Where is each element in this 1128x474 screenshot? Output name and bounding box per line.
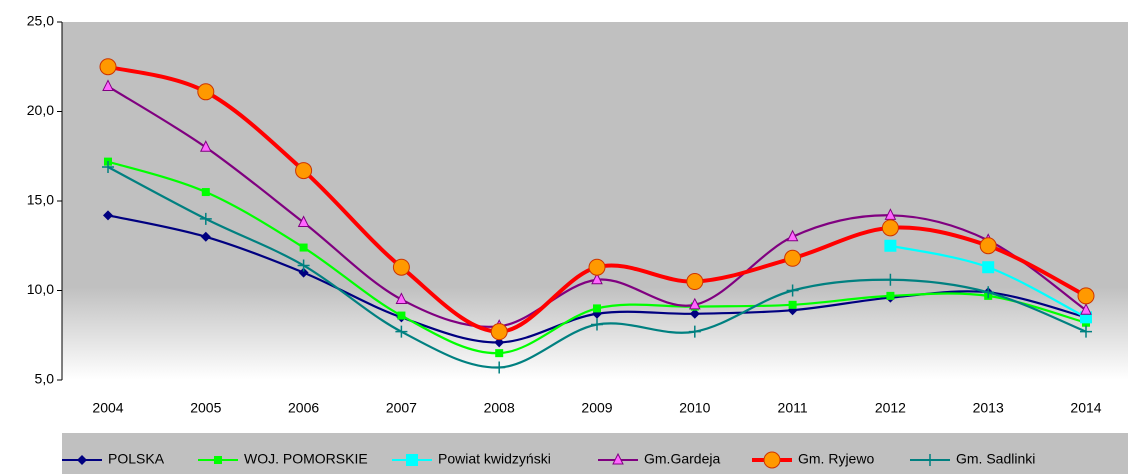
marker (495, 349, 504, 358)
x-tick-label: 2005 (190, 400, 221, 416)
x-tick-label: 2014 (1070, 400, 1101, 416)
marker (299, 243, 308, 252)
y-tick-label: 15,0 (27, 192, 54, 208)
legend-box (62, 433, 1128, 474)
marker (214, 456, 222, 464)
marker (297, 215, 310, 227)
marker (99, 58, 117, 76)
marker (490, 323, 508, 341)
marker (297, 259, 310, 272)
marker (689, 308, 700, 319)
marker (786, 229, 799, 242)
marker (295, 162, 313, 180)
x-tick-label: 2007 (386, 400, 417, 416)
marker (77, 455, 87, 465)
marker (688, 297, 701, 310)
marker (588, 258, 606, 276)
legend-label: Gm. Ryjewo (798, 451, 874, 467)
x-tick-label: 2013 (973, 400, 1004, 416)
marker (612, 452, 624, 465)
marker (788, 300, 797, 309)
legend-label: Powiat kwidzyński (438, 451, 551, 467)
y-tick-label: 20,0 (27, 102, 54, 118)
marker (102, 79, 114, 91)
marker (591, 318, 603, 331)
marker (494, 337, 505, 348)
marker (593, 304, 601, 313)
marker (784, 249, 802, 267)
marker (1080, 303, 1092, 315)
x-tick-label: 2004 (92, 400, 123, 416)
y-tick-label: 25,0 (27, 13, 54, 29)
marker (199, 212, 212, 225)
y-tick-label: 5,0 (35, 371, 55, 387)
marker (924, 454, 936, 466)
marker (200, 231, 211, 242)
plot-area (62, 22, 1128, 380)
x-tick-label: 2011 (778, 400, 808, 416)
marker (688, 325, 701, 338)
marker (982, 286, 995, 299)
x-tick-label: 2008 (484, 400, 515, 416)
legend-label: WOJ. POMORSKIE (244, 451, 368, 467)
marker (392, 258, 410, 276)
marker (406, 454, 418, 466)
marker (884, 239, 897, 252)
marker (493, 361, 506, 374)
marker (881, 219, 899, 237)
marker (103, 210, 113, 221)
marker (298, 267, 309, 278)
marker (1080, 325, 1092, 338)
legend-label: POLSKA (108, 451, 165, 467)
marker (979, 237, 997, 255)
marker (786, 284, 799, 297)
x-tick-label: 2006 (288, 400, 319, 416)
marker (199, 140, 212, 152)
marker (1077, 287, 1095, 305)
x-tick-label: 2012 (875, 400, 906, 416)
legend-label: Gm.Gardeja (644, 451, 720, 467)
marker (395, 325, 408, 338)
marker (201, 188, 210, 197)
series-line (107, 64, 1087, 334)
marker (982, 261, 995, 274)
marker (886, 291, 895, 300)
marker (884, 273, 897, 286)
marker (197, 83, 215, 101)
x-tick-label: 2010 (679, 400, 710, 416)
y-tick-label: 10,0 (27, 281, 54, 297)
marker (102, 160, 114, 173)
marker (884, 208, 897, 220)
legend-label: Gm. Sadlinki (956, 451, 1035, 467)
marker (395, 292, 408, 304)
marker (591, 272, 603, 285)
marker (397, 311, 406, 320)
x-tick-label: 2009 (581, 400, 612, 416)
marker (763, 451, 781, 469)
series-line (107, 160, 1087, 355)
marker (686, 273, 704, 291)
